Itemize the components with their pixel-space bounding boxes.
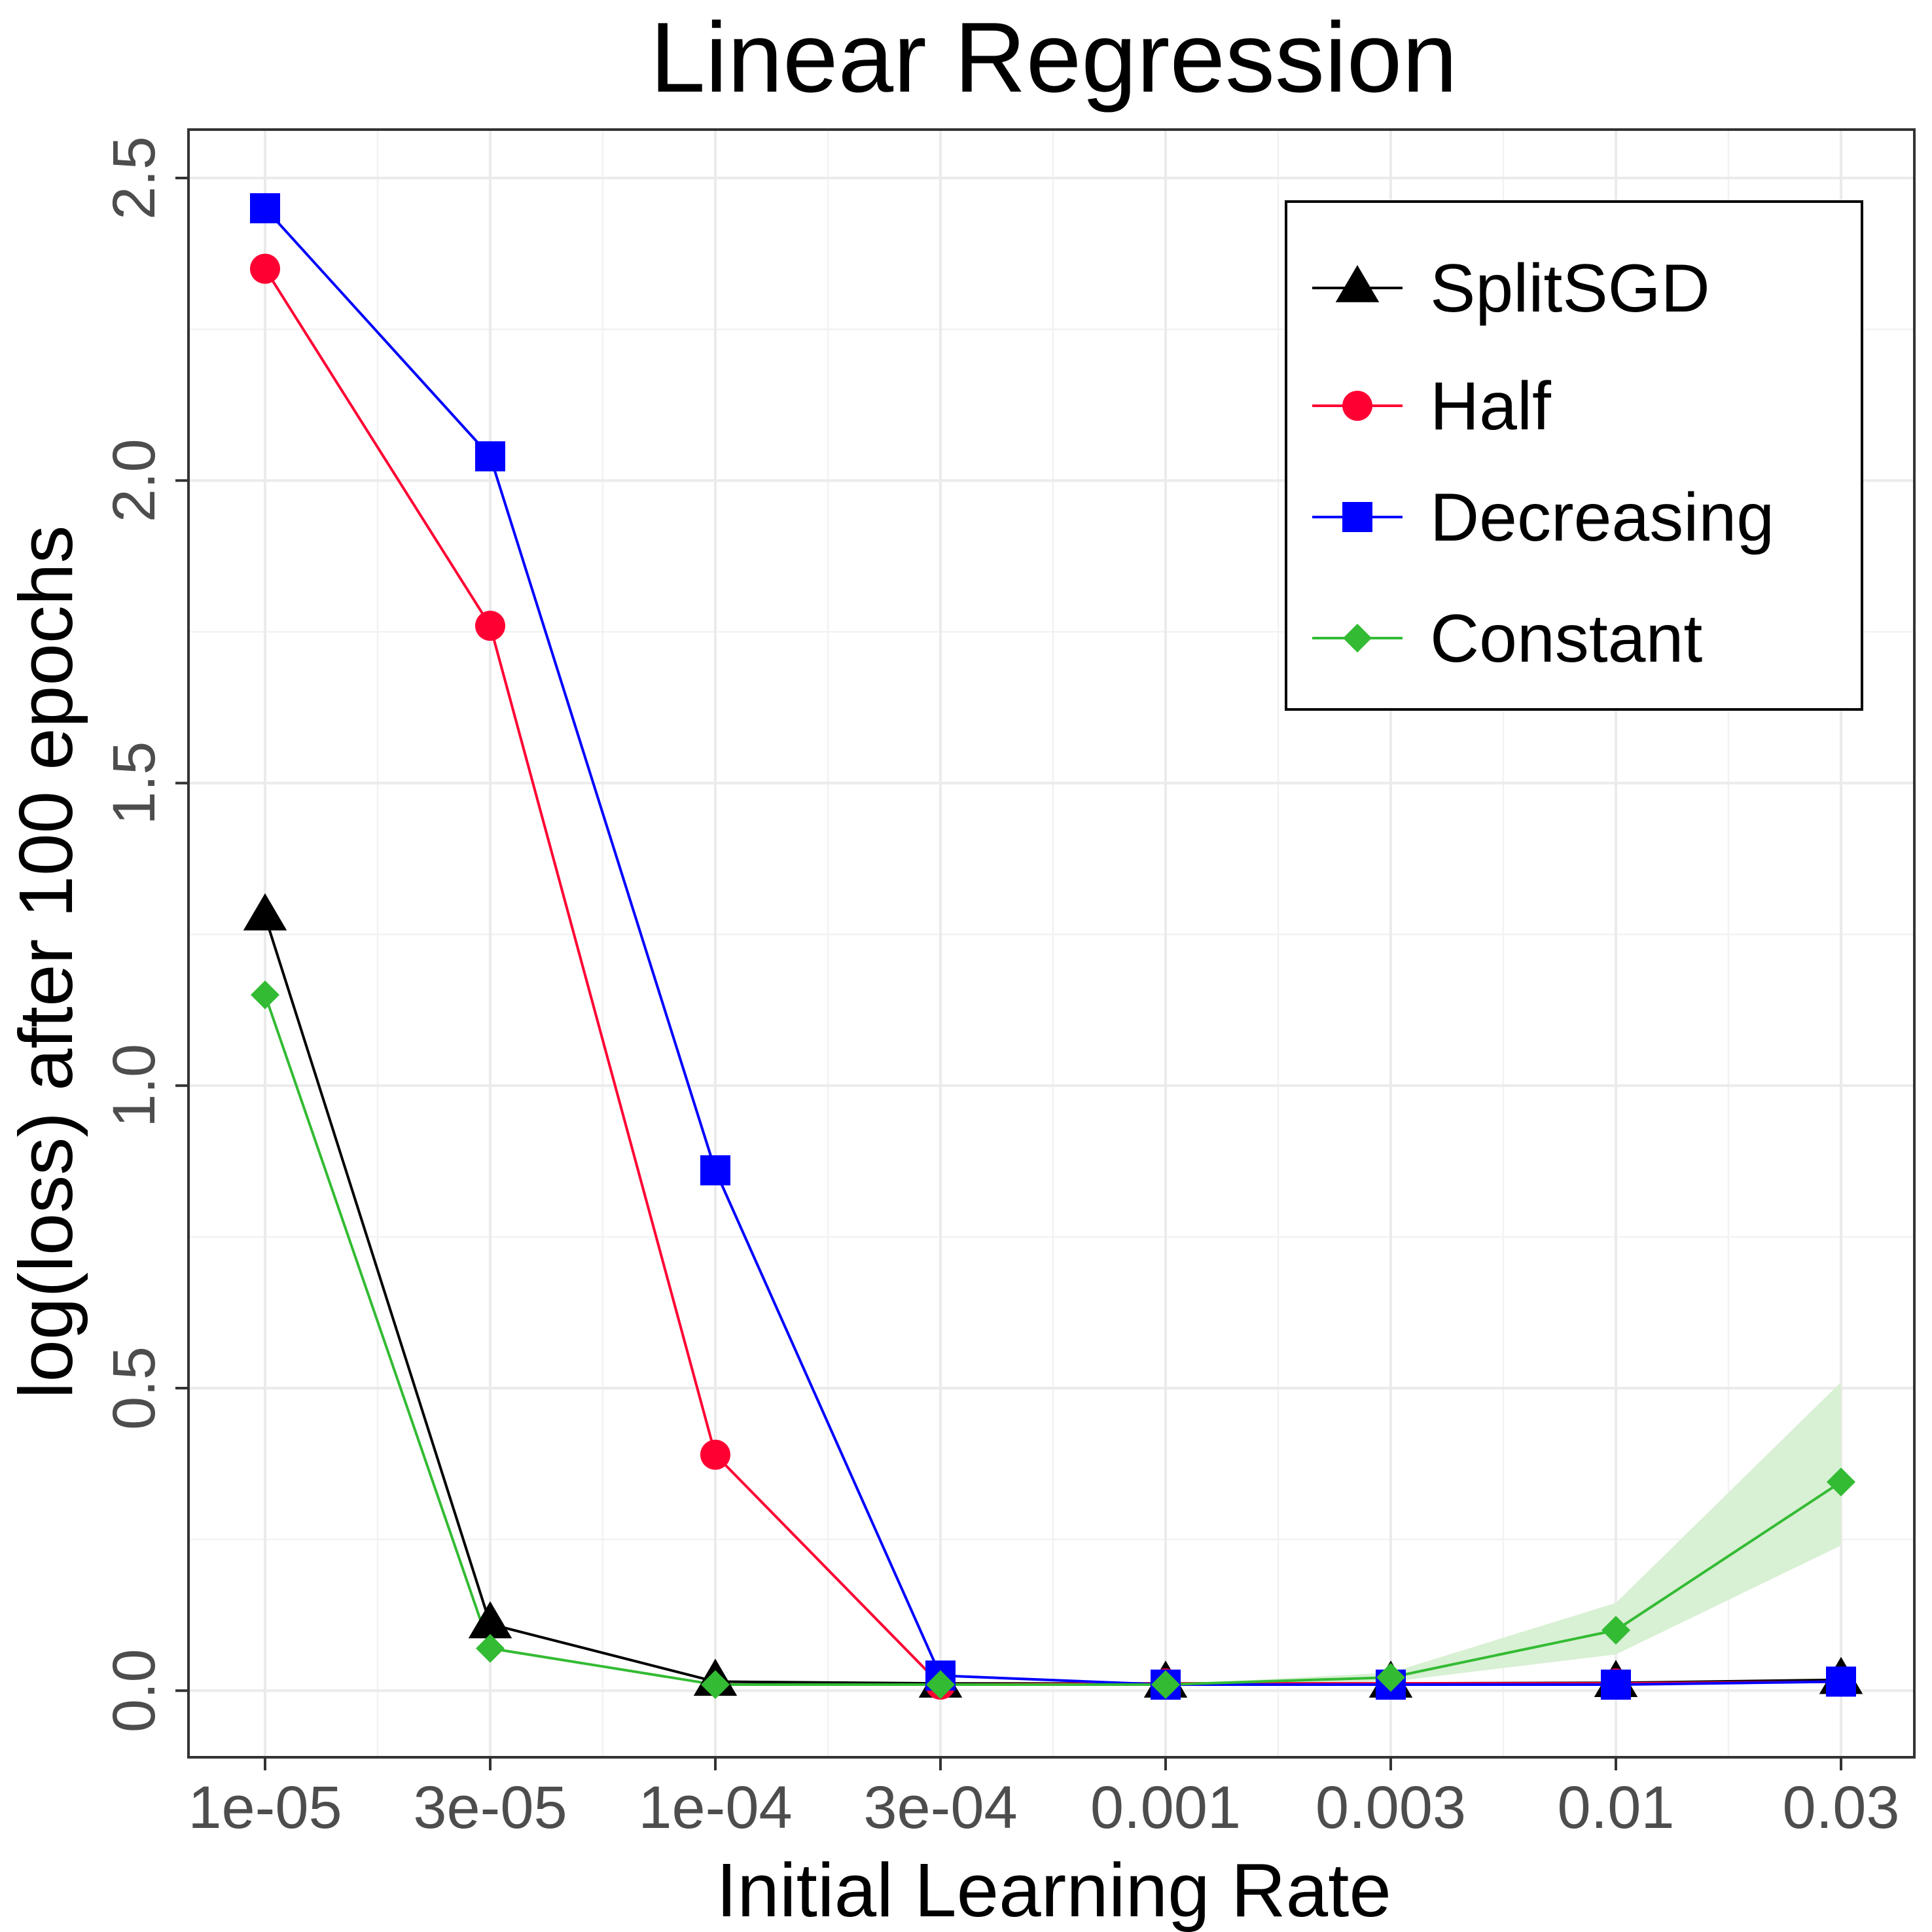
y-tick-label: 1.0 xyxy=(101,1044,168,1128)
legend-marker-half xyxy=(1342,391,1372,421)
y-tick-label: 2.5 xyxy=(101,136,168,220)
data-point-decreasing xyxy=(700,1155,730,1186)
series-line-constant xyxy=(264,994,1842,1687)
data-point-decreasing xyxy=(1826,1666,1856,1697)
legend-item-splitsgd: SplitSGD xyxy=(1312,251,1710,327)
x-axis-title: Initial Learning Rate xyxy=(716,1848,1391,1932)
data-point-decreasing xyxy=(1601,1670,1631,1700)
legend: SplitSGD Half Decreasing Constant xyxy=(1285,200,1863,711)
data-point-constant xyxy=(1601,1615,1630,1645)
data-point-constant xyxy=(476,1634,505,1663)
series-constant xyxy=(264,994,1842,1687)
legend-marker-constant xyxy=(1343,624,1372,653)
legend-marker-splitsgd xyxy=(1335,265,1380,302)
axis-layer: 1e-05 3e-05 1e-04 3e-04 0.001 0.003 0.01 0.03 0.… xyxy=(101,136,1900,1841)
series-decreasing xyxy=(264,207,1842,1687)
data-point-half xyxy=(250,253,280,284)
data-point-splitsgd xyxy=(243,893,287,931)
y-tick-label: 0.0 xyxy=(101,1649,168,1732)
y-tick-label: 2.0 xyxy=(101,438,168,522)
data-point-constant xyxy=(251,980,279,1010)
legend-label-half: Half xyxy=(1430,368,1552,444)
x-tick-label: 0.001 xyxy=(1090,1774,1241,1841)
band-layer xyxy=(265,995,1841,1685)
legend-box xyxy=(1285,200,1863,711)
y-tick-label: 1.5 xyxy=(101,742,168,825)
series-layer xyxy=(243,193,1863,1700)
legend-label-decreasing: Decreasing xyxy=(1430,480,1774,556)
data-point-half xyxy=(475,611,505,641)
data-point-constant xyxy=(1151,1670,1180,1700)
x-tick-label: 3e-04 xyxy=(863,1774,1017,1841)
panel-border xyxy=(187,128,1916,1759)
data-point-constant xyxy=(1376,1662,1405,1692)
data-point-constant xyxy=(926,1670,955,1700)
confidence-band-constant xyxy=(265,995,1841,1685)
y-tick-label: 0.5 xyxy=(101,1346,168,1430)
x-tick-label: 1e-04 xyxy=(638,1774,792,1841)
data-point-half xyxy=(700,1439,730,1470)
legend-item-decreasing: Decreasing xyxy=(1312,480,1774,556)
legend-item-constant: Constant xyxy=(1312,601,1702,677)
legend-label-constant: Constant xyxy=(1430,601,1702,677)
data-point-splitsgd xyxy=(468,1601,512,1639)
x-tick-label: 0.01 xyxy=(1557,1774,1674,1841)
chart-title: Linear Regression xyxy=(650,2,1458,113)
legend-entries: SplitSGD Half Decreasing Constant xyxy=(1312,251,1774,677)
x-tick-label: 0.03 xyxy=(1782,1774,1899,1841)
series-line-decreasing xyxy=(264,207,1842,1687)
legend-item-half: Half xyxy=(1312,368,1552,444)
series-markers-constant xyxy=(251,980,1855,1700)
x-tick-label: 1e-05 xyxy=(188,1774,342,1841)
data-point-decreasing xyxy=(475,441,505,472)
x-tick-label: 0.003 xyxy=(1315,1774,1466,1841)
legend-marker-decreasing xyxy=(1342,502,1372,532)
y-axis-title: log(loss) after 100 epochs xyxy=(3,526,88,1399)
data-point-constant xyxy=(701,1670,730,1700)
data-point-constant xyxy=(1827,1467,1855,1497)
data-point-decreasing xyxy=(250,193,280,224)
legend-label-splitsgd: SplitSGD xyxy=(1430,251,1710,327)
x-tick-label: 3e-05 xyxy=(413,1774,567,1841)
